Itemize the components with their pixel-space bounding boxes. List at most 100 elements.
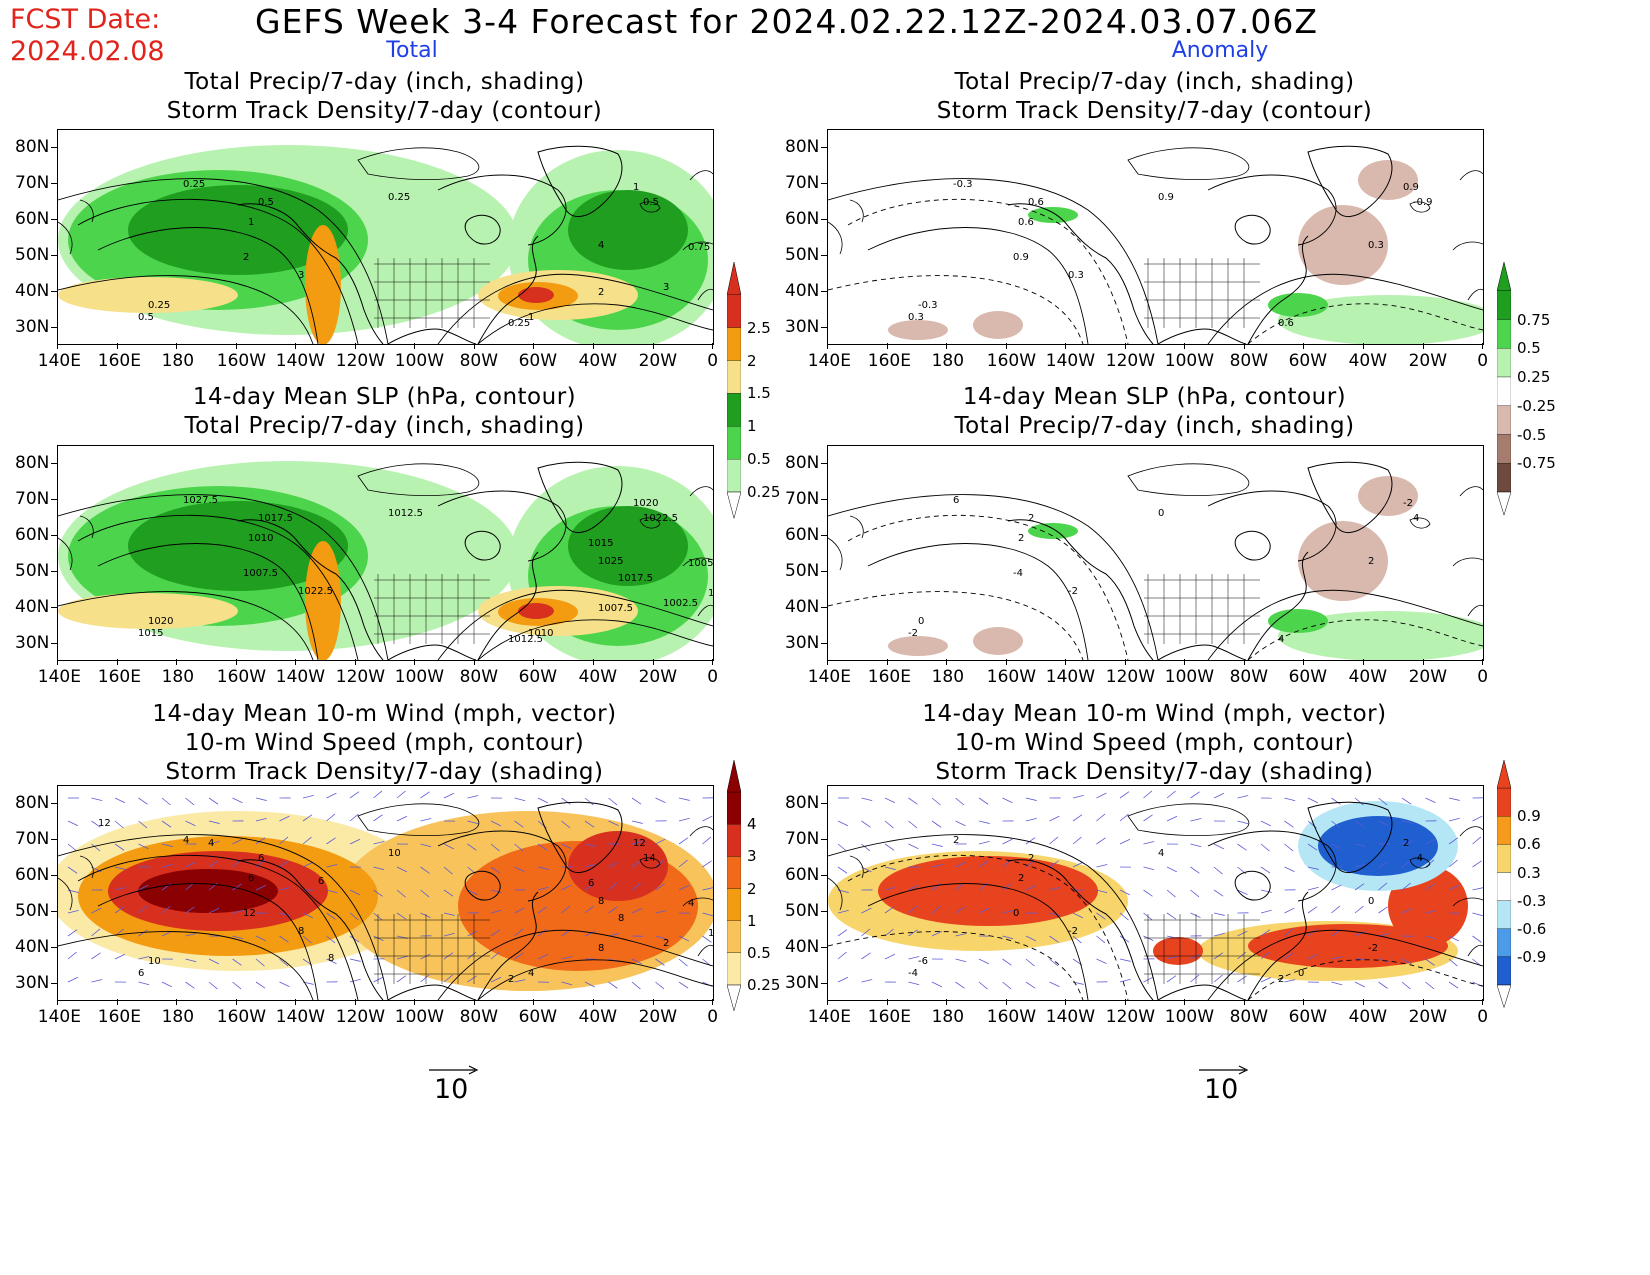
- iceland: [1409, 201, 1431, 213]
- longitude-label: 0: [1477, 667, 1489, 687]
- longitude-tick: [1482, 659, 1483, 665]
- contour-label: 4: [1413, 513, 1419, 524]
- contour-line: [58, 275, 314, 344]
- wind-vector: [1237, 930, 1248, 937]
- colorbar-segment: [1496, 348, 1512, 378]
- wind-vector: [837, 909, 849, 914]
- longitude-tick: [533, 999, 534, 1005]
- wind-vector: [1472, 887, 1483, 891]
- contour-label: 0.5: [258, 197, 274, 208]
- iceland: [1409, 857, 1431, 869]
- wind-vector: [908, 981, 920, 986]
- storm-shade-red: [568, 831, 668, 901]
- wind-vector: [1143, 866, 1155, 871]
- longitude-tick: [1244, 999, 1245, 1005]
- wind-vector: [537, 886, 549, 891]
- wind-vector: [678, 837, 689, 845]
- longitude-label: 140E: [37, 667, 81, 687]
- wind-vector: [678, 885, 690, 891]
- colorbar-segment: [1496, 900, 1512, 929]
- contour-label: 1007.5: [598, 603, 633, 614]
- contour-label: 1017.5: [708, 588, 713, 599]
- longitude-tick: [1423, 659, 1424, 665]
- colorbar-arrow-top: [726, 261, 742, 296]
- contour-label: 14: [643, 853, 656, 864]
- colorbar-arrow-top: [1496, 759, 1512, 789]
- wind-vector: [837, 866, 848, 874]
- wind-vector: [373, 976, 384, 983]
- latitude-tick: [821, 499, 827, 500]
- wind-vector: [561, 884, 572, 891]
- wind-vector: [584, 797, 594, 806]
- wind-vector: [67, 929, 78, 937]
- latitude-tick: [821, 147, 827, 148]
- wind-vector: [514, 979, 526, 983]
- wind-vector: [1425, 958, 1435, 966]
- wind-vector: [114, 843, 125, 851]
- contour-label: 1022.5: [643, 513, 678, 524]
- wind-vector: [1166, 866, 1178, 873]
- colorbar-segment: [1496, 290, 1512, 320]
- longitude-tick: [887, 343, 888, 349]
- wind-vector: [1331, 956, 1343, 960]
- latitude-tick: [51, 803, 57, 804]
- wind-vector: [861, 952, 871, 960]
- wind-vector: [584, 981, 595, 988]
- wind-vector: [1260, 929, 1271, 937]
- contour-label: 0.25: [388, 192, 410, 203]
- longitude-tick: [1244, 343, 1245, 349]
- wind-vector: [1331, 929, 1341, 937]
- wind-vector: [1049, 912, 1061, 917]
- wind-vector: [1072, 814, 1083, 822]
- contour-label: 1015: [588, 538, 613, 549]
- wind-vector: [655, 981, 665, 990]
- colorbar-segment: [726, 888, 742, 921]
- contour-label: 0.25: [508, 318, 530, 329]
- contour-label: 0: [1013, 908, 1019, 919]
- wind-vector: [655, 797, 666, 804]
- latitude-label: 50N: [785, 245, 820, 265]
- wind-vector: [1237, 843, 1247, 851]
- anomaly-dry-light: [973, 627, 1023, 655]
- colorbar-segment: [726, 952, 742, 986]
- colorbar-label: 2.5: [747, 318, 771, 337]
- wind-vector: [114, 797, 126, 804]
- longitude-tick: [117, 343, 118, 349]
- coastline-west: [1007, 203, 1154, 344]
- map-panel-p2: -0.3 0.6 0.9 0.6 0.9 0.3 0.3 0.9 -0.9 -0.3 0.3 0.6: [827, 129, 1484, 345]
- latitude-tick: [51, 911, 57, 912]
- wind-vector: [1260, 889, 1272, 893]
- contour-label: -6: [918, 956, 928, 967]
- longitude-label: 120W: [335, 667, 386, 687]
- latitude-tick: [821, 327, 827, 328]
- greenland: [1307, 461, 1393, 533]
- colorbar-precip_total: [726, 261, 742, 529]
- longitude-tick: [57, 659, 58, 665]
- contour-label: 1007.5: [243, 568, 278, 579]
- wind-vector: [326, 813, 336, 822]
- wind-vector: [467, 975, 477, 983]
- wind-vector: [1378, 820, 1389, 827]
- latitude-label: 70N: [785, 173, 820, 193]
- coastline-gulf: [387, 644, 477, 660]
- wind-vector: [1448, 837, 1459, 845]
- wind-vector: [138, 797, 148, 805]
- wind-vector: [185, 797, 195, 806]
- colorbar-segment: [1496, 872, 1512, 901]
- wind-vector: [584, 863, 596, 868]
- wind-vector: [1213, 843, 1225, 850]
- wind-vector: [702, 912, 713, 917]
- colorbar-label: 0.75: [1517, 310, 1551, 329]
- wind-vector: [161, 905, 171, 914]
- colorbar-label: 0.6: [1517, 835, 1541, 854]
- wind-vector: [467, 951, 477, 960]
- wind-vector: [702, 860, 712, 868]
- colorbar-storm_total: [726, 759, 742, 1021]
- latitude-label: 80N: [15, 137, 50, 157]
- wind-vector: [631, 820, 643, 824]
- wind-vector: [584, 883, 595, 891]
- latitude-label: 60N: [785, 865, 820, 885]
- longitude-tick: [653, 999, 654, 1005]
- wind-vector: [584, 820, 595, 828]
- contour-label: 4: [688, 898, 694, 909]
